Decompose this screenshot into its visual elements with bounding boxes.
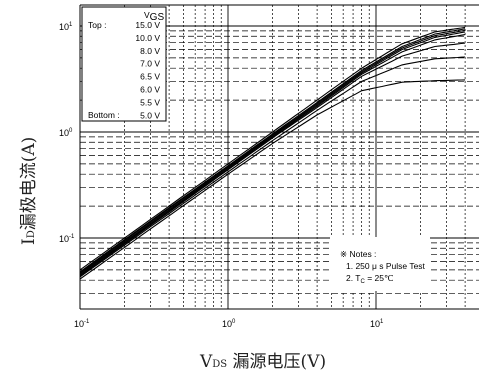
legend-top-label: Top : [88, 20, 106, 30]
y-tick-label: 101 [59, 22, 73, 32]
series-line-5 [79, 34, 466, 276]
legend-box [81, 6, 167, 122]
y-tick-label: 100 [59, 128, 73, 138]
legend-entry: 8.0 V [140, 46, 160, 56]
series-line-3 [79, 29, 466, 274]
legend-entries: 15.0 V 10.0 V 8.0 V 7.0 V 6.5 V 6.0 V 5.5 V 5.0… [135, 20, 160, 120]
x-tick-label: 10-1 [74, 319, 90, 329]
series-line-2 [79, 28, 466, 273]
legend-entry: 5.0 V [140, 110, 160, 120]
legend-entry: 10.0 V [135, 33, 160, 43]
legend-header: VGS [144, 10, 164, 23]
legend-entry: 6.0 V [140, 85, 160, 95]
notes-title: ※ Notes : [340, 249, 376, 259]
legend-entry: 6.5 V [140, 72, 160, 82]
x-tick-label: 101 [370, 319, 384, 329]
notes-box [330, 237, 430, 291]
series-line-6 [79, 42, 466, 277]
y-tick-label: 10-1 [59, 234, 75, 244]
legend-entry: 15.0 V [135, 20, 160, 30]
x-axis-title: VDS 漏源电压(V) [199, 352, 326, 372]
series-line-7 [79, 56, 466, 278]
legend-bottom-label: Bottom : [88, 110, 120, 120]
curves [79, 26, 466, 280]
x-tick-label: 100 [222, 319, 236, 329]
legend-entry: 5.5 V [140, 97, 160, 107]
y-axis-title: ID漏极电流(A) [19, 137, 39, 245]
series-line-8 [79, 79, 466, 280]
legend: VGS Top : Bottom : 15.0 V 10.0 V 8.0 V 7.0 … [81, 6, 167, 122]
notes-line-1: 1. 250 μ s Pulse Test [346, 261, 426, 271]
legend-entry: 7.0 V [140, 59, 160, 69]
series-line-4 [79, 31, 466, 275]
tick-labels: 10-1 100 101 10-1 100 101 [59, 22, 384, 329]
notes-line-2: 2. TC = 25℃ [346, 273, 394, 285]
notes: ※ Notes : 1. 250 μ s Pulse Test 2. TC = … [330, 237, 430, 291]
series-line-1 [79, 26, 466, 271]
